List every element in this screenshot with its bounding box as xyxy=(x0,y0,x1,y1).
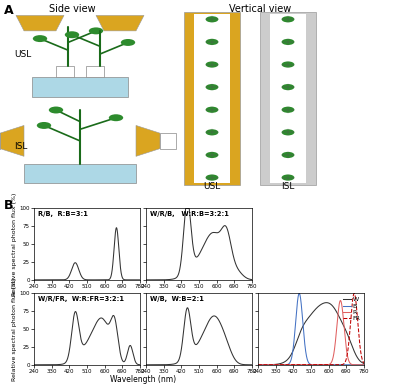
Bar xyxy=(24,164,136,183)
Circle shape xyxy=(33,35,47,42)
FR xyxy=(307,362,312,367)
Circle shape xyxy=(206,129,218,135)
Line: B: B xyxy=(258,293,364,365)
Text: A: A xyxy=(4,4,14,17)
W xyxy=(362,361,366,366)
FR xyxy=(261,362,266,367)
Circle shape xyxy=(206,84,218,90)
Text: B: B xyxy=(4,199,14,212)
Text: Vertical view: Vertical view xyxy=(229,4,291,14)
Circle shape xyxy=(282,84,294,90)
Bar xyxy=(86,66,104,77)
Circle shape xyxy=(37,122,51,129)
W xyxy=(256,362,260,367)
FR xyxy=(358,351,363,356)
Polygon shape xyxy=(0,125,24,156)
Circle shape xyxy=(282,152,294,158)
W xyxy=(358,359,363,364)
Polygon shape xyxy=(16,15,64,31)
Circle shape xyxy=(282,16,294,22)
B xyxy=(358,362,363,367)
Bar xyxy=(32,77,128,96)
FR xyxy=(362,361,366,366)
R xyxy=(358,362,363,367)
FR xyxy=(304,362,309,367)
W xyxy=(339,319,344,324)
R xyxy=(338,298,343,303)
Circle shape xyxy=(282,61,294,68)
B xyxy=(307,362,312,366)
FR xyxy=(352,291,356,296)
R xyxy=(358,362,363,367)
Circle shape xyxy=(65,31,79,38)
Y-axis label: Relative spectral photon flux (%): Relative spectral photon flux (%) xyxy=(12,278,16,381)
Line: W: W xyxy=(258,303,364,365)
W xyxy=(358,359,363,364)
W xyxy=(304,318,309,322)
Line: R: R xyxy=(258,301,364,365)
R xyxy=(256,362,260,367)
Circle shape xyxy=(49,107,63,113)
Bar xyxy=(160,133,176,149)
R xyxy=(362,362,366,367)
W xyxy=(261,362,266,367)
Circle shape xyxy=(206,61,218,68)
FR xyxy=(358,351,363,356)
Text: USL: USL xyxy=(14,49,31,59)
Text: R/B,  R:B=3:1: R/B, R:B=3:1 xyxy=(38,211,88,217)
Circle shape xyxy=(282,129,294,135)
Text: ISL: ISL xyxy=(281,182,295,191)
R xyxy=(261,362,266,367)
Bar xyxy=(56,66,74,77)
Polygon shape xyxy=(96,15,144,31)
B xyxy=(261,362,266,367)
B xyxy=(358,362,363,367)
R xyxy=(339,301,344,306)
Circle shape xyxy=(282,107,294,113)
Circle shape xyxy=(121,39,135,46)
R xyxy=(304,362,309,367)
Legend: W, B, R, FR: W, B, R, FR xyxy=(342,296,361,322)
Bar xyxy=(184,12,240,185)
R xyxy=(307,362,312,367)
FR xyxy=(339,362,344,367)
W xyxy=(307,314,312,319)
Circle shape xyxy=(206,16,218,22)
Circle shape xyxy=(282,39,294,45)
Circle shape xyxy=(282,174,294,181)
Circle shape xyxy=(206,107,218,113)
B xyxy=(362,362,366,367)
Text: Wavelength (nm): Wavelength (nm) xyxy=(110,375,176,384)
Circle shape xyxy=(206,39,218,45)
Bar xyxy=(194,14,230,183)
Circle shape xyxy=(109,114,123,121)
Polygon shape xyxy=(136,125,160,156)
Bar xyxy=(270,14,306,183)
Circle shape xyxy=(206,152,218,158)
Circle shape xyxy=(89,27,103,34)
B xyxy=(304,355,309,360)
Text: ISL: ISL xyxy=(14,142,27,151)
B xyxy=(339,362,344,367)
Y-axis label: Relative spectral photon flux (%): Relative spectral photon flux (%) xyxy=(12,193,16,296)
Text: W/R/B,   W:R:B=3:2:1: W/R/B, W:R:B=3:2:1 xyxy=(150,211,229,217)
W xyxy=(324,300,329,305)
Line: FR: FR xyxy=(258,293,364,365)
Text: W/B,  W:B=2:1: W/B, W:B=2:1 xyxy=(150,296,204,302)
B xyxy=(297,291,302,296)
Text: Side view: Side view xyxy=(49,4,95,14)
B xyxy=(256,362,260,367)
Circle shape xyxy=(206,174,218,181)
Bar xyxy=(260,12,316,185)
FR xyxy=(256,362,260,367)
Text: USL: USL xyxy=(203,182,221,191)
Text: W/R/FR,  W:R:FR=3:2:1: W/R/FR, W:R:FR=3:2:1 xyxy=(38,296,124,302)
